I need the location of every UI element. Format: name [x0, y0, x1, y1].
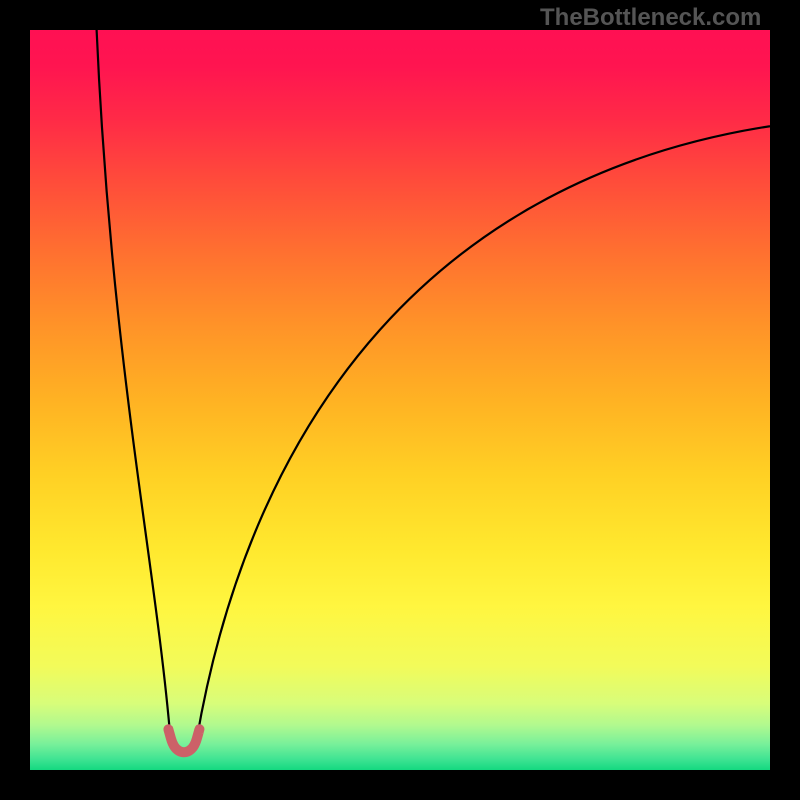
bottleneck-chart-svg	[30, 30, 770, 770]
watermark-text: TheBottleneck.com	[540, 4, 761, 32]
chart-background	[30, 30, 770, 770]
chart-frame	[0, 0, 800, 800]
